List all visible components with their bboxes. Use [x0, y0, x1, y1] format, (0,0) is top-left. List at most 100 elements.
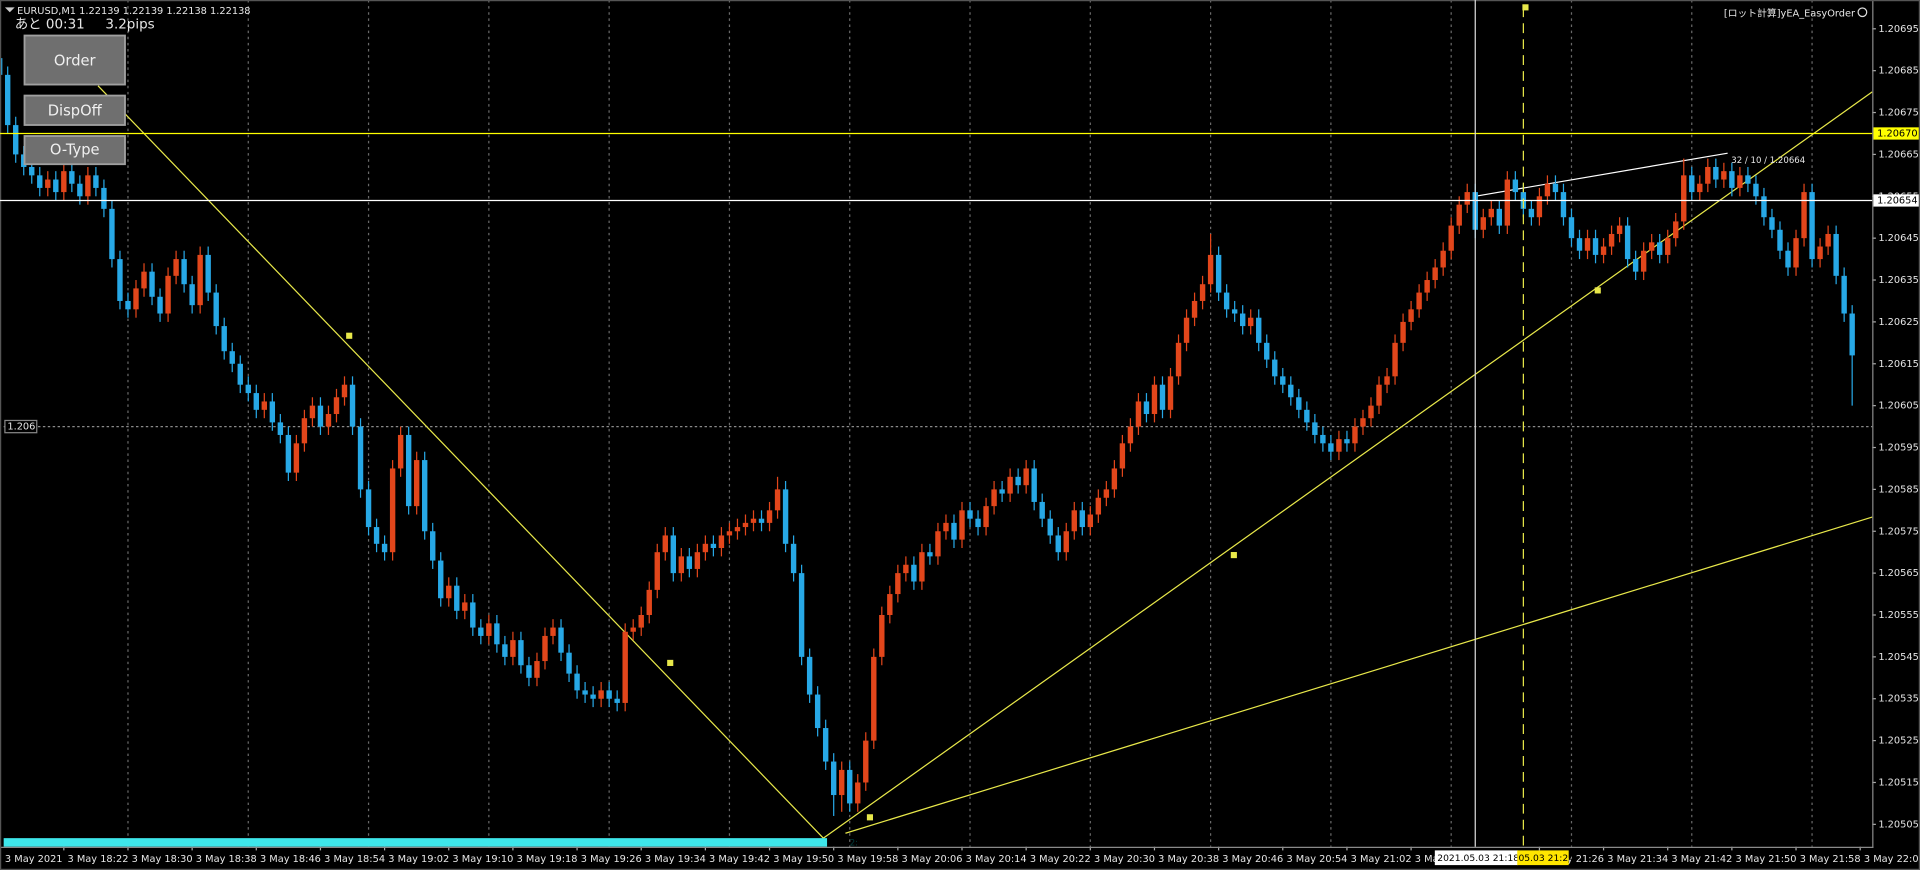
candle-body	[806, 656, 813, 695]
candle-body	[1392, 342, 1398, 377]
candle-body	[927, 552, 933, 557]
candle-body	[814, 694, 821, 729]
candle-body	[1673, 221, 1679, 239]
candle-body	[189, 284, 195, 306]
candle-body	[1264, 342, 1270, 360]
candle-body	[1416, 292, 1422, 310]
x-tick-label: 3 May 19:34	[645, 854, 706, 865]
candle-body	[117, 259, 123, 301]
candle-body	[1841, 275, 1847, 314]
candle-body	[1079, 510, 1085, 528]
candle-body	[101, 187, 107, 209]
y-tick-label: 1.20695	[1878, 24, 1919, 35]
candle-body	[93, 175, 99, 188]
candle-body	[1745, 175, 1751, 184]
candle-body	[245, 384, 251, 394]
candle-body	[53, 179, 59, 193]
price-box	[1873, 127, 1919, 140]
x-tick-label: 3 May 2021	[5, 854, 63, 865]
dispoff-button[interactable]: DispOff	[23, 94, 126, 126]
candle-body	[13, 125, 19, 155]
level-box	[4, 419, 38, 434]
candle-body	[397, 434, 404, 469]
order-button[interactable]: Order	[23, 34, 126, 86]
candle-body	[582, 690, 588, 695]
candle-body	[454, 585, 460, 611]
candle-body	[357, 426, 364, 490]
candle-body	[1312, 422, 1318, 435]
candle-body	[975, 518, 981, 528]
crosshair-box	[1434, 850, 1519, 866]
plot-layer	[0, 49, 1855, 816]
candle-body	[470, 602, 476, 628]
candle-body	[1015, 476, 1021, 486]
candle-body	[1360, 418, 1366, 427]
button-label[interactable]: Order	[54, 52, 97, 69]
candle-body	[1448, 225, 1454, 251]
candle-body	[734, 527, 741, 532]
candle-body	[790, 543, 797, 574]
menu-arrow[interactable]	[4, 7, 15, 13]
candle-body	[1191, 300, 1198, 318]
candle-body	[77, 183, 83, 197]
candle-body	[558, 627, 564, 653]
anchor	[866, 814, 874, 821]
y-tick-label: 1.20525	[1878, 736, 1919, 747]
candle-body	[125, 300, 131, 310]
candle-body	[1304, 409, 1310, 423]
y-tick-label: 1.20675	[1878, 108, 1919, 119]
candle-body	[1608, 233, 1615, 247]
candle-body	[261, 401, 268, 410]
candle-body	[1528, 208, 1535, 218]
candle-body	[1199, 284, 1206, 301]
candle-body	[847, 769, 853, 804]
candle-body	[157, 296, 163, 314]
candle-body	[798, 573, 805, 657]
marker-box	[1517, 850, 1569, 866]
level-label: 1.206	[7, 422, 35, 433]
candle-body	[4, 74, 11, 126]
marker-label: 05.03 21:24	[1518, 853, 1574, 864]
x-tick-label: 3 May 18:46	[260, 854, 321, 865]
y-tick-label: 1.20595	[1878, 443, 1919, 454]
candle-body	[1777, 229, 1783, 251]
candle-body	[983, 506, 989, 528]
candle-body	[1504, 179, 1511, 226]
candle-body	[1536, 196, 1543, 218]
otype-button[interactable]: O-Type	[23, 135, 126, 166]
candle-body	[181, 259, 187, 285]
candle-body	[1689, 175, 1695, 193]
candle-body	[590, 694, 596, 699]
y-tick-label: 1.20635	[1878, 275, 1919, 286]
candle-body	[1344, 439, 1350, 444]
candle-body	[341, 384, 348, 398]
button-label[interactable]: O-Type	[50, 142, 100, 159]
candle-body	[574, 673, 580, 691]
candle-body	[1584, 238, 1591, 251]
candle-body	[1352, 426, 1358, 444]
candle-body	[654, 552, 660, 590]
x-tick-label: 3 May 21:02	[1351, 854, 1412, 865]
candle-body	[446, 585, 452, 599]
x-tick-label: 3 May 20:38	[1158, 854, 1219, 865]
candle-body	[1624, 225, 1631, 260]
candle-body	[229, 351, 235, 364]
x-tick-label: 3 May 19:10	[452, 854, 513, 865]
candle-body	[967, 510, 973, 519]
candle-body	[1793, 238, 1799, 268]
y-tick-label: 1.20505	[1878, 819, 1919, 830]
button-label[interactable]: DispOff	[48, 103, 103, 120]
candle-body	[69, 171, 75, 184]
candle-body	[173, 259, 179, 276]
candle-body	[1215, 254, 1222, 293]
candle-body	[903, 564, 909, 574]
x-tick-label: 3 May 19:18	[517, 854, 578, 865]
candle-body	[871, 656, 877, 741]
x-tick-label: 3 May 21:26	[1543, 854, 1604, 865]
candle-body	[1023, 468, 1029, 486]
candle-body	[213, 292, 219, 327]
candle-body	[1384, 376, 1390, 385]
